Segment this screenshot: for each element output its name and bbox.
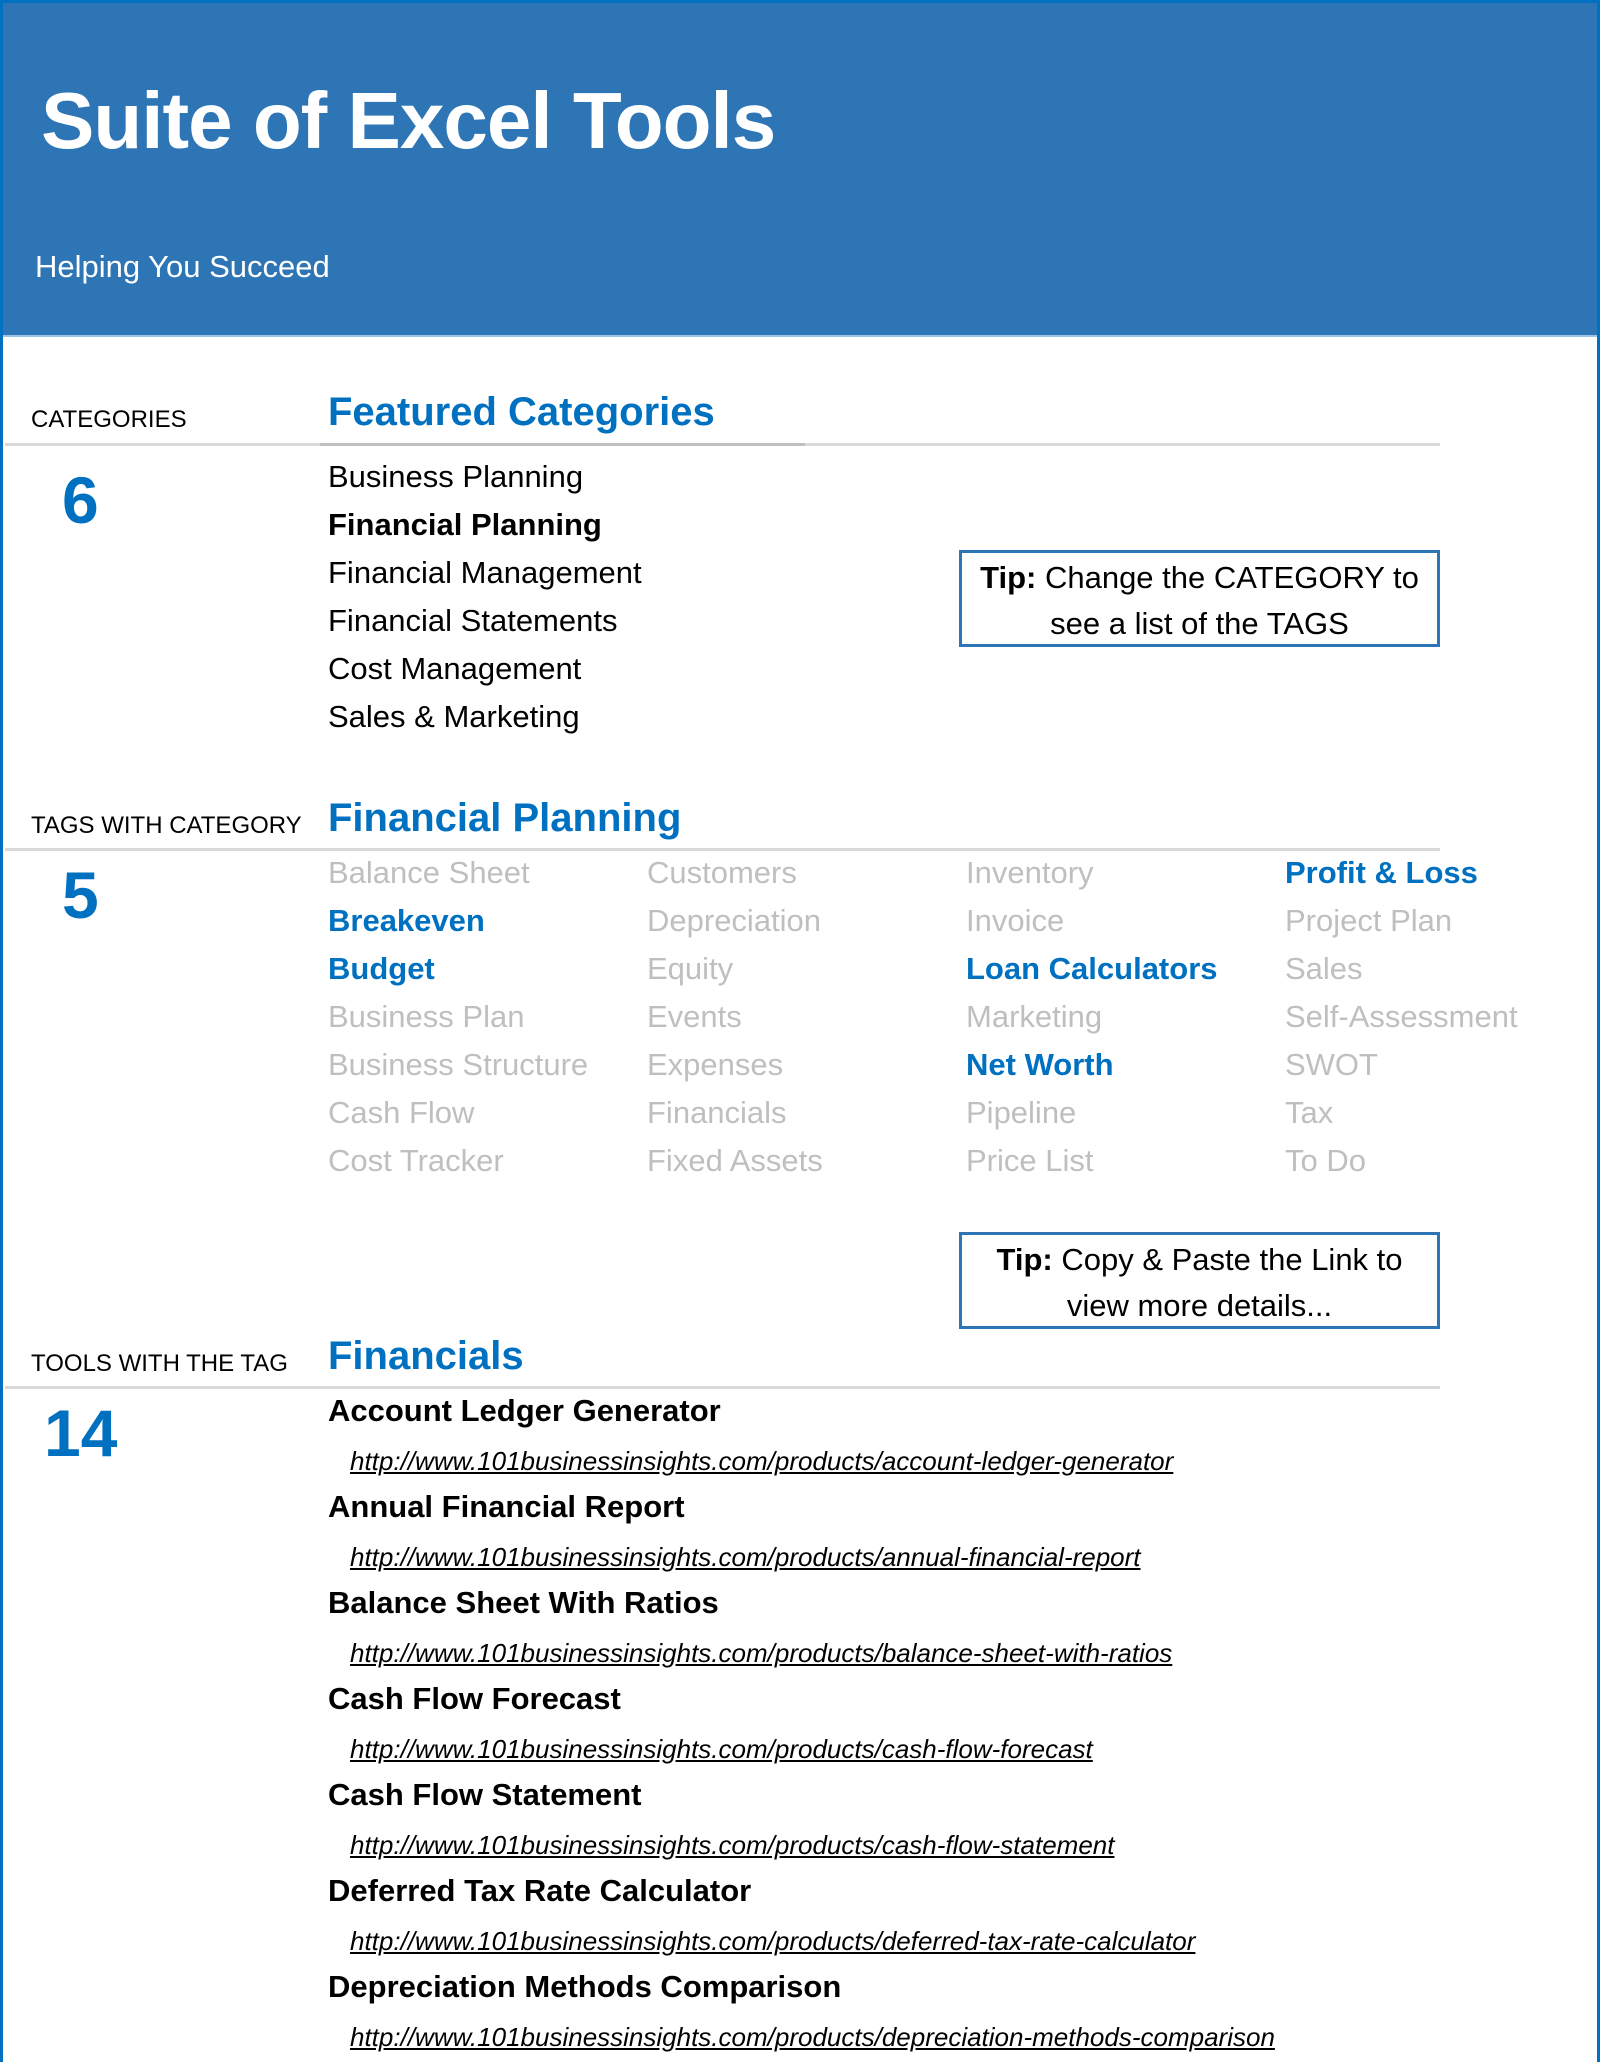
- page-subtitle: Helping You Succeed: [35, 249, 330, 284]
- tip-box-category: Tip: Change the CATEGORY to see a list o…: [959, 550, 1440, 647]
- tag-item[interactable]: Budget: [328, 951, 435, 986]
- tag-item[interactable]: Price List: [966, 1143, 1094, 1178]
- tag-item[interactable]: Balance Sheet: [328, 855, 530, 890]
- tag-item[interactable]: To Do: [1285, 1143, 1366, 1178]
- tag-item[interactable]: Depreciation: [647, 903, 822, 938]
- tip-text: see a list of the TAGS: [1050, 606, 1349, 641]
- tip-text: Change the CATEGORY to: [1036, 560, 1419, 595]
- tag-item[interactable]: Inventory: [966, 855, 1094, 890]
- tool-name: Depreciation Methods Comparison: [328, 1969, 842, 2004]
- tool-name: Balance Sheet With Ratios: [328, 1585, 719, 1620]
- tool-link[interactable]: http://www.101businessinsights.com/produ…: [350, 1734, 1093, 1764]
- tag-item[interactable]: Project Plan: [1285, 903, 1453, 938]
- tool-link[interactable]: http://www.101businessinsights.com/produ…: [350, 1446, 1174, 1476]
- tip-label: Tip:: [980, 560, 1037, 595]
- category-item[interactable]: Cost Management: [328, 651, 582, 686]
- tool-name: Deferred Tax Rate Calculator: [328, 1873, 752, 1908]
- tool-link[interactable]: http://www.101businessinsights.com/produ…: [350, 1830, 1115, 1860]
- divider: [5, 1386, 1440, 1389]
- tags-label: TAGS WITH CATEGORY: [31, 812, 302, 839]
- divider: [5, 443, 1440, 446]
- tool-name: Annual Financial Report: [328, 1489, 685, 1524]
- tool-name: Cash Flow Statement: [328, 1777, 642, 1812]
- tag-item[interactable]: Self-Assessment: [1285, 999, 1518, 1034]
- tool-name: Account Ledger Generator: [328, 1393, 721, 1428]
- tag-item[interactable]: Profit & Loss: [1285, 855, 1478, 890]
- tag-item[interactable]: Business Structure: [328, 1047, 589, 1082]
- tool-name: Cash Flow Forecast: [328, 1681, 621, 1716]
- page-title: Suite of Excel Tools: [41, 76, 776, 165]
- tag-item[interactable]: Tax: [1285, 1095, 1334, 1130]
- category-item[interactable]: Financial Statements: [328, 603, 618, 638]
- tip-box-link: Tip: Copy & Paste the Link to view more …: [959, 1232, 1440, 1329]
- tag-item[interactable]: Equity: [647, 951, 734, 986]
- tools-heading: Financials: [328, 1334, 524, 1378]
- category-item[interactable]: Financial Management: [328, 555, 642, 590]
- tip-text: Copy & Paste the Link to: [1052, 1242, 1403, 1277]
- tag-item[interactable]: Pipeline: [966, 1095, 1077, 1130]
- header-banner: Suite of Excel Tools Helping You Succeed: [3, 3, 1597, 337]
- tool-link[interactable]: http://www.101businessinsights.com/produ…: [350, 2022, 1275, 2052]
- tag-item[interactable]: Marketing: [966, 999, 1103, 1034]
- divider: [5, 848, 1440, 851]
- tag-item[interactable]: Cash Flow: [328, 1095, 475, 1130]
- category-item[interactable]: Financial Planning: [328, 507, 602, 542]
- tag-item[interactable]: Invoice: [966, 903, 1065, 938]
- category-item[interactable]: Business Planning: [328, 459, 584, 494]
- tools-count: 14: [44, 1396, 118, 1470]
- categories-count: 6: [62, 463, 99, 537]
- tool-link[interactable]: http://www.101businessinsights.com/produ…: [350, 1926, 1196, 1956]
- tag-item[interactable]: Net Worth: [966, 1047, 1114, 1082]
- tip-text: view more details...: [1066, 1288, 1333, 1323]
- categories-label: CATEGORIES: [31, 406, 187, 433]
- tag-item[interactable]: SWOT: [1285, 1047, 1378, 1082]
- tags-count: 5: [62, 858, 99, 932]
- tag-item[interactable]: Financials: [647, 1095, 787, 1130]
- categories-heading: Featured Categories: [328, 390, 715, 434]
- tool-link[interactable]: http://www.101businessinsights.com/produ…: [350, 1638, 1173, 1668]
- tag-item[interactable]: Business Plan: [328, 999, 525, 1034]
- tag-item[interactable]: Loan Calculators: [966, 951, 1218, 986]
- tag-item[interactable]: Fixed Assets: [647, 1143, 823, 1178]
- tag-item[interactable]: Cost Tracker: [328, 1143, 504, 1178]
- tag-item[interactable]: Events: [647, 999, 742, 1034]
- tag-item[interactable]: Sales: [1285, 951, 1363, 986]
- tag-item[interactable]: Customers: [647, 855, 797, 890]
- tip-label: Tip:: [996, 1242, 1053, 1277]
- tag-item[interactable]: Expenses: [647, 1047, 784, 1082]
- category-item[interactable]: Sales & Marketing: [328, 699, 580, 734]
- tags-heading: Financial Planning: [328, 796, 682, 840]
- tool-link[interactable]: http://www.101businessinsights.com/produ…: [350, 1542, 1141, 1572]
- tools-label: TOOLS WITH THE TAG: [31, 1350, 288, 1377]
- tag-item[interactable]: Breakeven: [328, 903, 485, 938]
